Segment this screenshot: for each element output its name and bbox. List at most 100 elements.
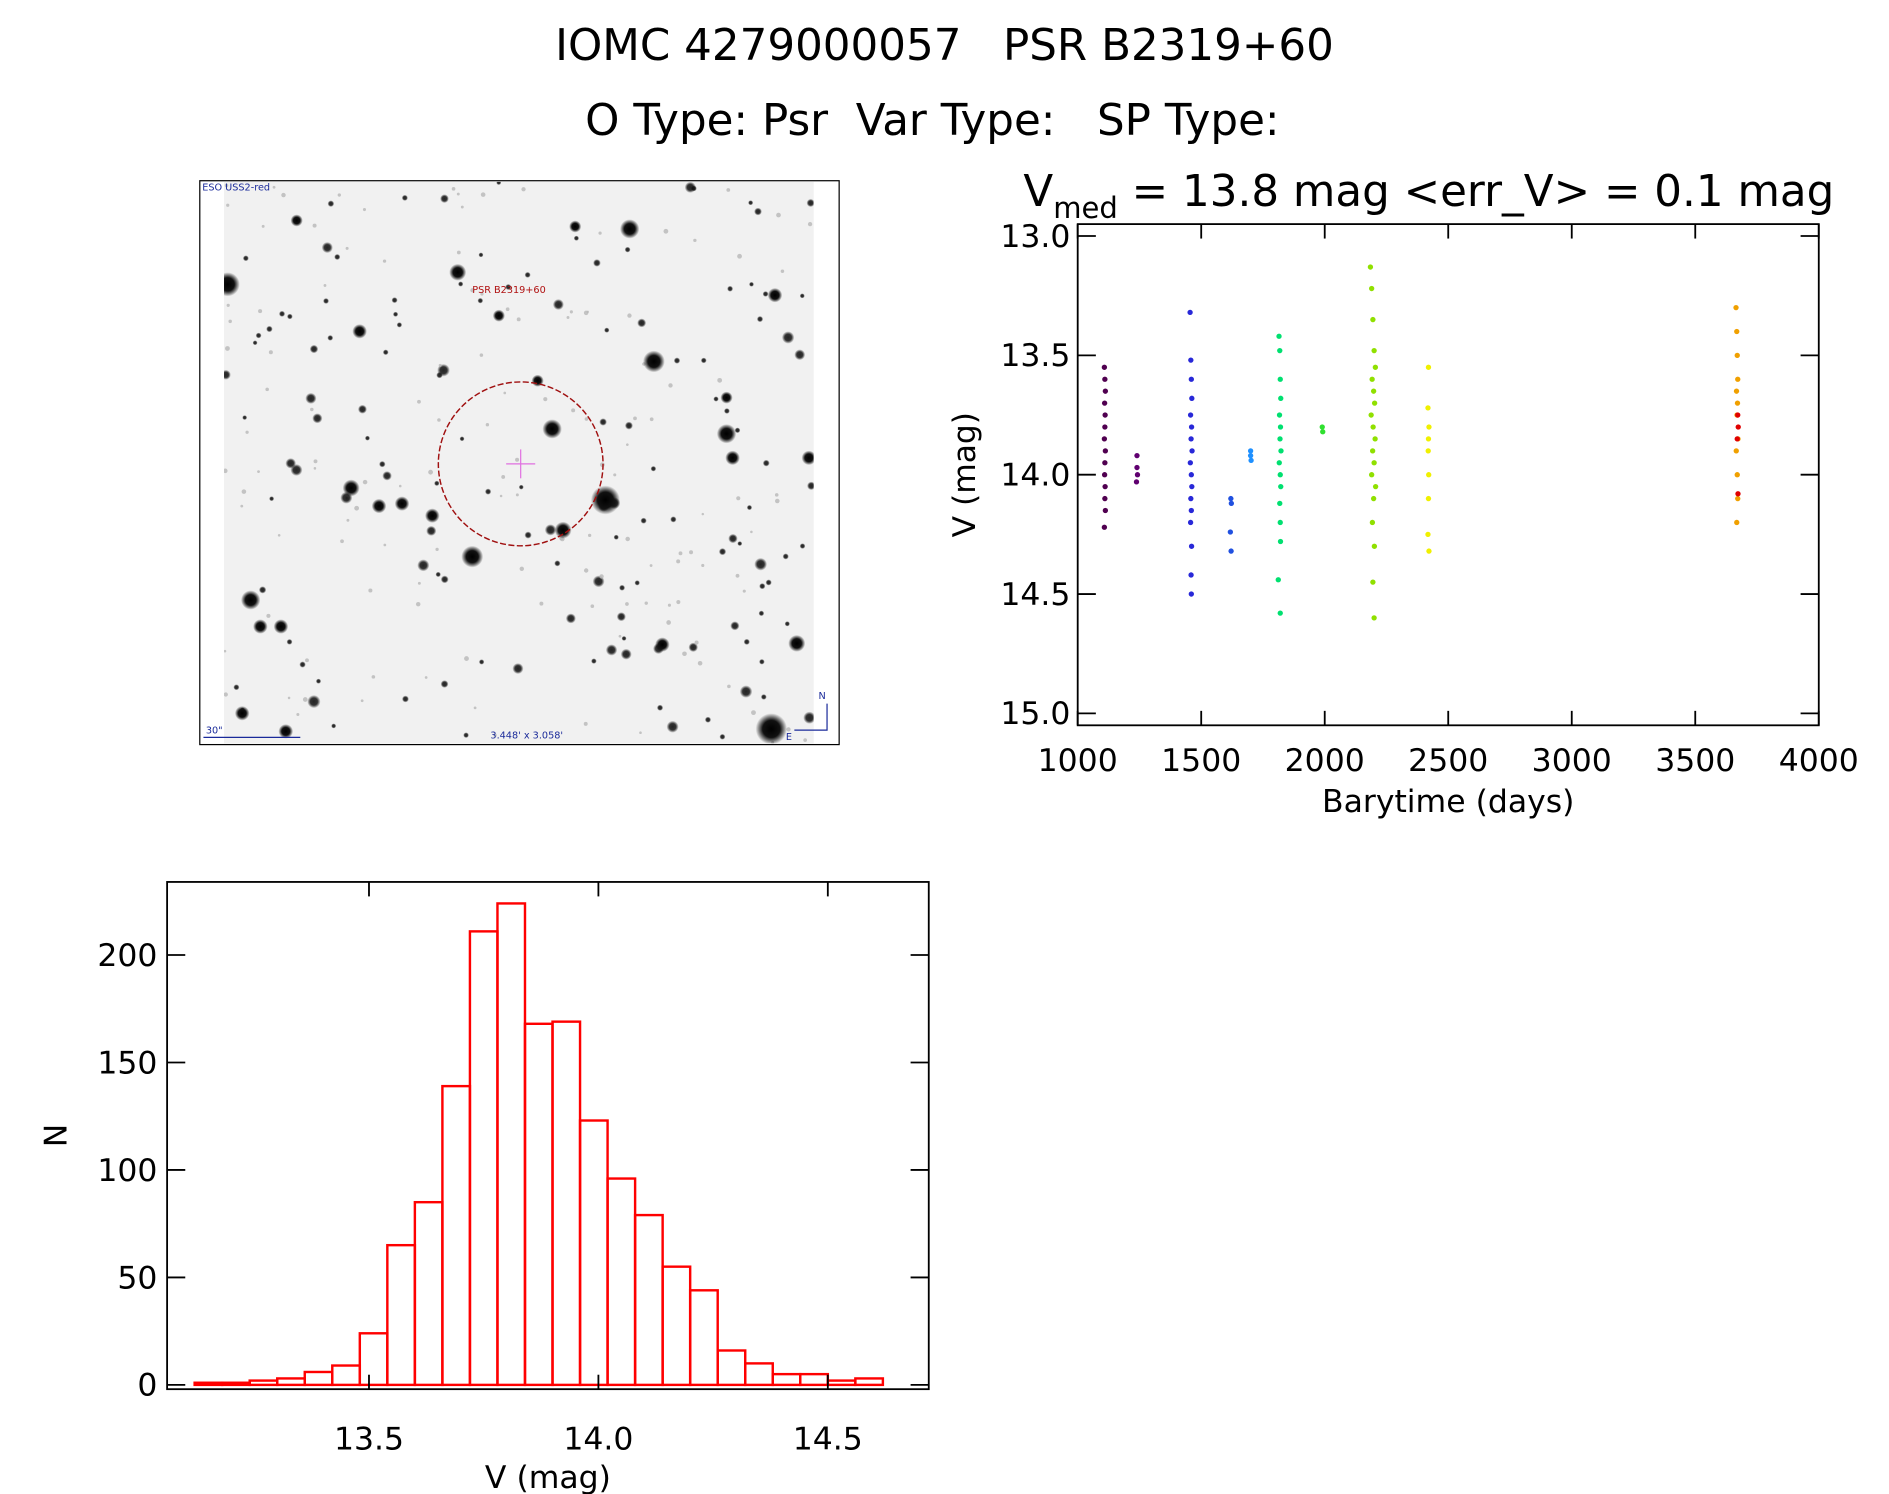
data-point [1101, 400, 1108, 406]
star [649, 417, 654, 422]
star [717, 377, 723, 383]
star [613, 534, 619, 540]
star [240, 504, 244, 508]
star [750, 530, 753, 534]
star [340, 539, 344, 544]
star [265, 387, 269, 392]
star [713, 396, 719, 402]
star [676, 559, 681, 564]
star [398, 484, 402, 488]
star [321, 241, 333, 254]
star [642, 350, 665, 373]
star [803, 711, 814, 724]
data-point [1372, 364, 1379, 370]
y-axis-label: V (mag) [947, 412, 983, 537]
star [742, 589, 746, 593]
star [552, 299, 564, 310]
data-point [1371, 460, 1377, 466]
chart-title: Vmed = 13.8 mag <err_V> = 0.1 mag [1023, 167, 1834, 225]
y-tick-label: 14.5 [1000, 577, 1070, 613]
data-point [1187, 412, 1194, 418]
star [512, 663, 524, 675]
star [307, 695, 321, 709]
star [799, 293, 805, 299]
star [539, 601, 544, 606]
star [521, 187, 526, 192]
star [364, 435, 370, 441]
star [459, 436, 465, 442]
data-point [1187, 460, 1194, 466]
star [716, 424, 737, 444]
data-point [1369, 448, 1376, 454]
star [225, 346, 230, 351]
star [754, 207, 762, 216]
star [258, 309, 263, 314]
chart-title-part: med [1053, 191, 1118, 225]
data-point [1733, 448, 1739, 454]
data-point [1733, 304, 1739, 311]
star [286, 638, 293, 645]
star [626, 443, 629, 446]
star [621, 635, 627, 641]
star [720, 391, 733, 404]
star [583, 721, 588, 726]
bar [551, 1020, 582, 1387]
star [505, 307, 510, 312]
bar [826, 1379, 857, 1387]
star [519, 566, 524, 571]
data-point [1102, 388, 1109, 394]
star [794, 349, 806, 361]
star [524, 531, 532, 539]
star [456, 250, 461, 255]
star [362, 479, 368, 485]
star [640, 517, 647, 524]
star [434, 480, 440, 487]
data-point [1275, 577, 1281, 583]
star [463, 732, 469, 738]
star [616, 612, 626, 622]
star [392, 311, 399, 317]
star [776, 212, 781, 218]
star [242, 415, 248, 421]
star [323, 284, 327, 287]
star [583, 568, 589, 573]
y-tick-label: 0 [137, 1368, 157, 1404]
star [323, 298, 329, 304]
y-tick-label: 50 [117, 1260, 157, 1296]
x-tick-label: 2500 [1408, 743, 1488, 779]
star [516, 317, 521, 322]
x-tick-label: 2000 [1285, 743, 1365, 779]
star [437, 418, 441, 422]
star [478, 659, 485, 665]
data-point [1368, 412, 1374, 418]
star [728, 533, 738, 544]
star [382, 349, 389, 356]
star [693, 238, 697, 243]
star [734, 427, 741, 434]
star [704, 716, 712, 723]
star [272, 185, 276, 189]
star [278, 310, 286, 317]
star [428, 469, 433, 475]
bar [523, 1022, 554, 1387]
star [242, 255, 249, 262]
star [310, 407, 314, 412]
star [697, 660, 703, 666]
star [725, 450, 740, 466]
star [619, 584, 626, 591]
star [554, 560, 561, 567]
star [591, 658, 597, 664]
bar [606, 1177, 637, 1387]
star [678, 551, 683, 556]
star [673, 357, 681, 364]
star [415, 601, 421, 607]
star [737, 253, 742, 259]
star [518, 484, 524, 490]
star [620, 648, 632, 660]
star [257, 470, 260, 473]
star [639, 731, 642, 734]
data-point [1188, 376, 1194, 382]
star [382, 259, 387, 263]
star [566, 316, 570, 319]
